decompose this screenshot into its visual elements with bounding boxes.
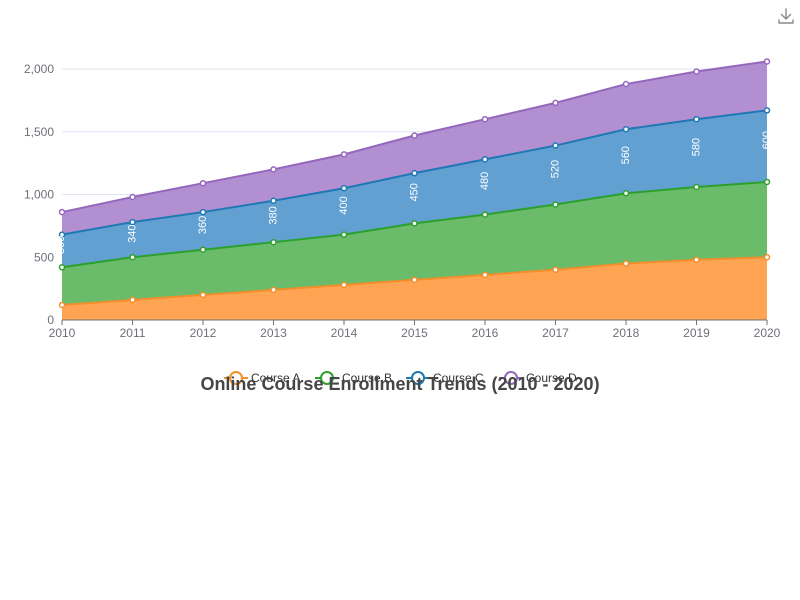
data-point[interactable] (763, 254, 771, 261)
legend-marker (320, 371, 334, 385)
data-point[interactable] (199, 179, 207, 187)
data-point[interactable] (270, 238, 277, 246)
data-label: 400 (338, 196, 350, 214)
data-point[interactable] (58, 208, 66, 216)
data-point[interactable] (622, 189, 630, 197)
data-point[interactable] (340, 184, 348, 192)
data-point[interactable] (129, 218, 136, 226)
axis-layer: 0 500 1,000 1,500 2,000 2010 2011 2012 2013 2014 2… (24, 62, 781, 340)
legend-label: Course B (342, 371, 392, 385)
legend-item-course-d[interactable]: Course D (499, 371, 577, 385)
area-course-d (62, 61, 767, 235)
data-point[interactable] (693, 68, 700, 75)
x-tick-label: 2019 (683, 326, 710, 340)
legend-item-course-c[interactable]: Course C (406, 371, 484, 385)
data-point[interactable] (622, 125, 630, 133)
data-point[interactable] (763, 58, 771, 65)
data-point[interactable] (58, 301, 66, 309)
x-tick-label: 2013 (260, 326, 287, 340)
data-label: 560 (620, 146, 632, 164)
data-point[interactable] (481, 115, 489, 123)
x-tick-label: 2011 (120, 326, 146, 340)
legend-label: Course C (433, 371, 484, 385)
x-tick-label: 2017 (542, 326, 569, 340)
area-course-b (62, 181, 767, 305)
data-label: 380 (267, 206, 279, 224)
y-tick-label: 2,000 (24, 62, 54, 76)
legend-marker (504, 371, 518, 385)
area-course-a (62, 257, 767, 320)
data-label: 520 (549, 160, 561, 178)
legend-item-course-b[interactable]: Course B (315, 371, 392, 385)
download-icon[interactable] (776, 6, 796, 26)
legend-item-course-a[interactable]: Course A (224, 371, 300, 385)
data-label: 340 (126, 225, 138, 243)
legend-marker (229, 371, 243, 385)
data-point[interactable] (340, 151, 348, 158)
data-point[interactable] (129, 254, 136, 261)
data-label: 600 (761, 131, 773, 149)
data-point[interactable] (411, 132, 418, 139)
data-point[interactable] (693, 256, 700, 264)
data-point[interactable] (552, 266, 559, 274)
x-tick-label: 2014 (331, 326, 358, 340)
y-tick-label: 1,000 (24, 188, 54, 202)
x-tick-label: 2012 (190, 326, 217, 340)
data-point[interactable] (199, 246, 207, 253)
data-point[interactable] (199, 208, 207, 216)
data-point[interactable] (129, 296, 136, 304)
x-tick-label: 2020 (754, 326, 781, 340)
data-label: 300 (55, 236, 67, 254)
x-tick-label: 2010 (49, 326, 76, 340)
legend-label: Course A (251, 371, 300, 385)
data-point[interactable] (622, 260, 630, 267)
data-label: 480 (479, 172, 491, 190)
legend[interactable]: Course A Course B Course C Course D (224, 371, 577, 385)
point-layer (58, 58, 771, 309)
x-tick-label: 2015 (401, 326, 428, 340)
data-point[interactable] (693, 115, 700, 123)
data-point[interactable] (763, 107, 771, 114)
data-point[interactable] (622, 80, 630, 88)
y-tick-label: 500 (34, 250, 54, 264)
x-tick-label: 2018 (613, 326, 640, 340)
y-tick-label: 0 (47, 313, 54, 327)
area-course-c (62, 110, 767, 268)
data-point[interactable] (340, 281, 348, 289)
data-point[interactable] (129, 193, 136, 201)
data-point[interactable] (270, 197, 277, 205)
data-point[interactable] (552, 99, 559, 107)
data-point[interactable] (199, 291, 207, 299)
data-point[interactable] (270, 286, 277, 294)
data-point[interactable] (481, 271, 489, 279)
data-point[interactable] (58, 231, 66, 238)
data-label: 360 (197, 216, 209, 234)
x-tick-label: 2016 (472, 326, 499, 340)
data-point[interactable] (481, 156, 489, 163)
data-point[interactable] (552, 201, 559, 208)
data-point[interactable] (270, 166, 277, 173)
legend-marker (411, 371, 425, 385)
data-label: 580 (690, 138, 702, 156)
data-point[interactable] (411, 276, 418, 284)
data-label-layer: 300 340 360 380 400 450 480 520 560 580 600 (55, 131, 773, 254)
data-point[interactable] (552, 142, 559, 149)
data-point[interactable] (58, 264, 66, 271)
data-point[interactable] (411, 220, 418, 227)
data-point[interactable] (763, 178, 771, 186)
data-point[interactable] (481, 211, 489, 218)
data-label: 450 (408, 183, 420, 201)
legend-label: Course D (526, 371, 577, 385)
area-layer (62, 61, 767, 320)
data-point[interactable] (340, 231, 348, 238)
data-point[interactable] (411, 169, 418, 177)
y-tick-label: 1,500 (24, 125, 54, 139)
chart-title: Online Course Enrollment Trends (2010 - … (200, 374, 599, 394)
data-point[interactable] (693, 183, 700, 191)
